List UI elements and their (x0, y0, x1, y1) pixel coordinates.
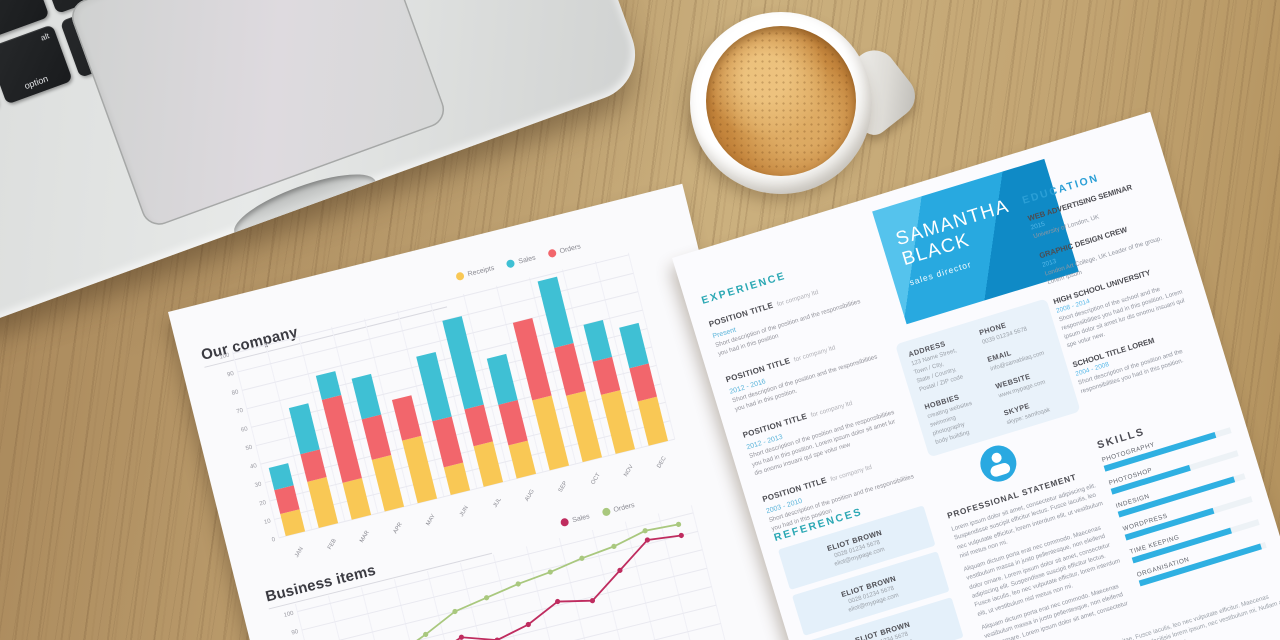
contact-panel: ADDRESS 123 Name Street, Town / City, Stat… (895, 298, 1081, 458)
svg-text:AUG: AUG (524, 488, 536, 502)
legend-label: Orders (558, 242, 582, 255)
legend-label: Orders (612, 501, 636, 514)
svg-text:50: 50 (245, 445, 254, 453)
svg-text:FEB: FEB (327, 538, 338, 551)
svg-text:APR: APR (393, 522, 404, 535)
svg-text:80: 80 (231, 389, 240, 397)
svg-text:JAN: JAN (294, 546, 305, 558)
svg-text:70: 70 (236, 408, 245, 416)
legend-dot (505, 258, 516, 269)
chart-paper: Our company Receipts Sales Orders 0 10 20 30 4… (168, 183, 838, 640)
legend-label: Sales (517, 254, 537, 266)
legend-label: Sales (571, 512, 591, 524)
legend-dot (547, 248, 557, 259)
coffee-crema (706, 26, 856, 176)
svg-text:100: 100 (219, 352, 231, 360)
legend-dot (455, 271, 465, 282)
svg-text:JUL: JUL (492, 496, 503, 509)
legend-item: Sales (505, 254, 537, 269)
svg-text:NOV: NOV (623, 464, 635, 478)
svg-text:60: 60 (241, 426, 250, 434)
svg-text:30: 30 (254, 481, 263, 489)
svg-text:100: 100 (283, 610, 295, 618)
svg-text:0: 0 (271, 537, 276, 544)
svg-text:MAY: MAY (425, 513, 436, 527)
svg-text:MAR: MAR (359, 530, 371, 544)
svg-text:40: 40 (250, 463, 259, 471)
svg-text:90: 90 (291, 629, 300, 637)
legend-item: Orders (547, 242, 582, 259)
svg-text:SEP: SEP (558, 480, 569, 493)
svg-text:JUN: JUN (459, 505, 470, 518)
svg-text:OCT: OCT (590, 472, 602, 486)
person-icon (975, 441, 1021, 487)
legend-item: Sales (559, 512, 591, 528)
legend-item: Orders (601, 501, 635, 517)
svg-text:20: 20 (259, 500, 268, 508)
svg-text:90: 90 (227, 371, 236, 379)
line-chart: 1009080706050403020100JANFEBMARAPRMAYJUN… (283, 505, 767, 640)
legend-dot (559, 517, 570, 528)
svg-text:10: 10 (263, 518, 272, 526)
legend-dot (601, 507, 611, 517)
legend-label: Receipts (466, 264, 496, 278)
svg-text:DEC: DEC (656, 456, 667, 470)
bar-chart: 0 10 20 30 40 50 60 70 80 90 100 JAN FEB MAR APR MAY JUN… (219, 252, 676, 559)
